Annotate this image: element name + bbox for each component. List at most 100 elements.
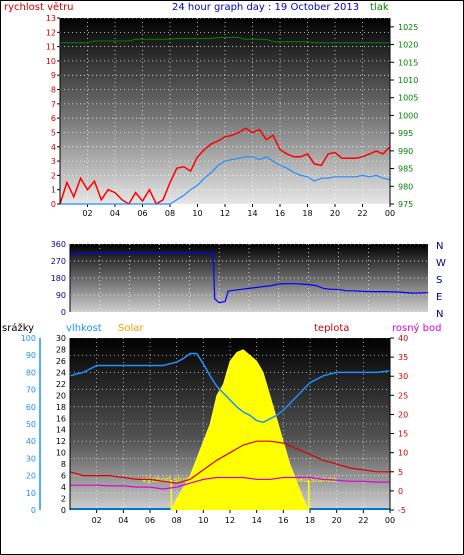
compass-label: E <box>436 292 442 303</box>
time-tick: 18 <box>302 209 312 218</box>
wind-speed-tick: 9 <box>51 71 56 80</box>
humidity-tick: 50 <box>26 420 36 429</box>
sunset-annotation: západ slunce <box>284 475 337 484</box>
temperature-tick: 0 <box>398 487 403 496</box>
temperature-tick: 25 <box>398 391 408 400</box>
wind-speed-tick: 6 <box>51 114 56 123</box>
humidity-label: vlhkost <box>66 323 102 334</box>
sun-markers <box>170 480 310 510</box>
wind-grid <box>60 17 391 205</box>
rain-tick: 8 <box>61 460 66 469</box>
wind-speed-tick: 5 <box>51 128 56 137</box>
wind-direction-series <box>69 251 429 304</box>
time-tick: 16 <box>278 516 288 525</box>
direction-tick: 0 <box>61 308 66 317</box>
rain-tick: 6 <box>61 472 66 481</box>
time-tick: 20 <box>330 209 340 218</box>
humidity-tick: 70 <box>26 386 36 395</box>
wind-gust-series <box>59 127 391 206</box>
wind-speed-tick: 2 <box>51 171 56 180</box>
rain-tick: 12 <box>56 437 66 446</box>
humidity-tick: 60 <box>26 403 36 412</box>
pressure-tick: 985 <box>398 165 413 174</box>
humidity-tick: 20 <box>26 472 36 481</box>
rain-tick: 24 <box>56 368 66 377</box>
time-tick: 06 <box>137 209 147 218</box>
compass-label: W <box>436 258 446 269</box>
humidity-tick: 30 <box>26 454 36 463</box>
temperature-tick: 15 <box>398 430 408 439</box>
humidity-series <box>69 352 391 424</box>
wind-speed-tick: 7 <box>51 100 56 109</box>
solar-series <box>170 349 310 511</box>
time-tick: 22 <box>358 516 368 525</box>
wind-speed-tick: 4 <box>51 143 56 152</box>
pressure-axis: 975 980 985 990 995 1000 1005 1010 1015 1020 1025 <box>390 23 418 209</box>
wind-time-axis: 02 04 06 08 10 12 14 16 18 20 22 00 <box>82 204 395 218</box>
wind-speed-tick: 10 <box>46 57 56 66</box>
temperature-humidity-panel: srážky vlhkost Solar teplota rosný bod v… <box>2 322 441 525</box>
pressure-tick: 1020 <box>398 41 418 50</box>
temperature-tick: 30 <box>398 372 408 381</box>
sunrise-annotation: východ slunce <box>142 475 199 484</box>
time-tick: 18 <box>305 516 315 525</box>
wind-speed-tick: 0 <box>51 200 56 209</box>
humidity-tick: 80 <box>26 368 36 377</box>
rain-tick: 4 <box>61 483 66 492</box>
pressure-tick: 1015 <box>398 58 418 67</box>
wind-speed-tick: 11 <box>46 43 56 52</box>
time-tick: 04 <box>118 516 128 525</box>
dewpoint-series <box>70 476 390 490</box>
humidity-axis: 0 10 20 30 40 50 60 70 80 90 100 <box>21 334 36 515</box>
rain-tick: 2 <box>61 495 66 504</box>
time-tick: 20 <box>332 516 342 525</box>
temperature-tick: 35 <box>398 353 408 362</box>
time-tick: 08 <box>165 209 175 218</box>
pressure-label: tlak <box>370 2 389 13</box>
wind-pressure-panel: rychlost větru 24 hour graph day : 19 Oc… <box>4 1 418 218</box>
time-tick: 12 <box>225 516 235 525</box>
pressure-tick: 990 <box>398 147 413 156</box>
rain-tick: 18 <box>56 403 66 412</box>
pressure-tick: 1025 <box>398 23 418 32</box>
rain-tick: 28 <box>56 345 66 354</box>
temperature-tick: 10 <box>398 449 408 458</box>
direction-tick: 90 <box>56 291 66 300</box>
rain-tick: 22 <box>56 380 66 389</box>
pressure-tick: 995 <box>398 129 413 138</box>
humidity-tick: 90 <box>26 351 36 360</box>
time-tick: 08 <box>172 516 182 525</box>
temperature-tick: 5 <box>398 468 403 477</box>
time-tick: 02 <box>92 516 102 525</box>
time-tick: 22 <box>357 209 367 218</box>
chart-title: 24 hour graph day : 19 October 2013 <box>172 2 359 13</box>
direction-grid <box>70 243 428 313</box>
humidity-tick: 0 <box>31 506 36 515</box>
pressure-tick: 1010 <box>398 76 418 85</box>
time-tick: 12 <box>220 209 230 218</box>
time-tick: 16 <box>275 209 285 218</box>
pressure-tick: 1005 <box>398 94 418 103</box>
temperature-label: teplota <box>314 323 349 334</box>
compass-label: N <box>436 309 443 320</box>
time-tick: 04 <box>110 209 120 218</box>
time-tick: 14 <box>252 516 262 525</box>
wind-speed-series <box>60 156 391 205</box>
rain-tick: 0 <box>61 506 66 515</box>
time-tick: 02 <box>82 209 92 218</box>
wind-speed-tick: 8 <box>51 86 56 95</box>
solar-label: Solar <box>118 323 144 334</box>
rain-tick: 16 <box>56 414 66 423</box>
pressure-series <box>60 37 390 44</box>
temperature-axis: -5 0 5 10 15 20 25 30 35 40 <box>390 334 408 515</box>
time-tick: 14 <box>247 209 257 218</box>
wind-speed-tick: 12 <box>46 28 56 37</box>
temperature-tick: -5 <box>398 506 406 515</box>
temperature-series <box>69 440 390 484</box>
direction-tick: 270 <box>51 257 66 266</box>
humidity-tick: 100 <box>21 334 36 343</box>
time-tick: 00 <box>385 516 395 525</box>
temp-time-axis: 02 04 06 08 10 12 14 16 18 20 22 00 <box>92 510 395 525</box>
